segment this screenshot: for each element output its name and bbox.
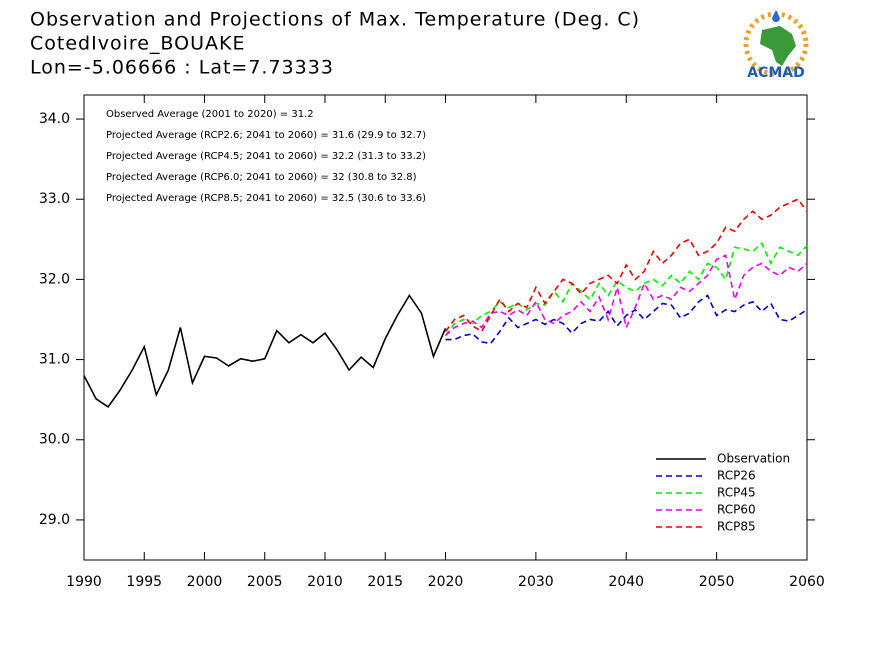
legend-label: RCP85 (717, 520, 756, 534)
chart-subtitle: CotedIvoire_BOUAKE (30, 33, 245, 55)
legend-label: RCP60 (717, 503, 756, 517)
x-tick-label: 2005 (247, 574, 283, 590)
y-tick-label: 31.0 (39, 352, 70, 368)
legend-label: RCP26 (717, 469, 756, 483)
series-line (444, 242, 808, 337)
logo: ACMAD (743, 10, 809, 81)
annotation: Observed Average (2001 to 2020) = 31.2 (106, 109, 314, 120)
logo-map (760, 26, 796, 66)
x-tick-label: 2015 (367, 574, 403, 590)
y-tick-label: 30.0 (39, 432, 70, 448)
series-line (444, 254, 808, 337)
logo-text: ACMAD (747, 65, 805, 81)
x-tick-label: 2040 (608, 574, 644, 590)
x-tick-label: 2000 (187, 574, 223, 590)
annotation: Projected Average (RCP4.5; 2041 to 2060)… (106, 151, 426, 162)
y-tick-label: 32.0 (39, 271, 70, 287)
x-tick-label: 1995 (126, 574, 162, 590)
x-tick-label: 2010 (307, 574, 343, 590)
logo-drop (772, 10, 780, 22)
legend-label: RCP45 (717, 486, 756, 500)
annotation: Projected Average (RCP2.6; 2041 to 2060)… (106, 130, 426, 141)
series-line (445, 294, 808, 345)
chart-title: Observation and Projections of Max. Temp… (30, 9, 640, 31)
legend-label: Observation (717, 452, 790, 466)
location: Lon=-5.06666 : Lat=7.73333 (30, 57, 334, 79)
y-tick-label: 33.0 (39, 191, 70, 207)
x-tick-label: 2030 (518, 574, 554, 590)
x-tick-label: 2020 (428, 574, 464, 590)
annotation: Projected Average (RCP8.5; 2041 to 2060)… (106, 193, 426, 204)
series-line (444, 198, 808, 333)
series-line (83, 293, 447, 408)
x-tick-label: 1990 (66, 574, 102, 590)
x-tick-label: 2060 (789, 574, 825, 590)
annotation: Projected Average (RCP6.0; 2041 to 2060)… (106, 172, 417, 183)
y-tick-label: 29.0 (39, 512, 70, 528)
x-tick-label: 2050 (699, 574, 735, 590)
y-tick-label: 34.0 (39, 111, 70, 127)
